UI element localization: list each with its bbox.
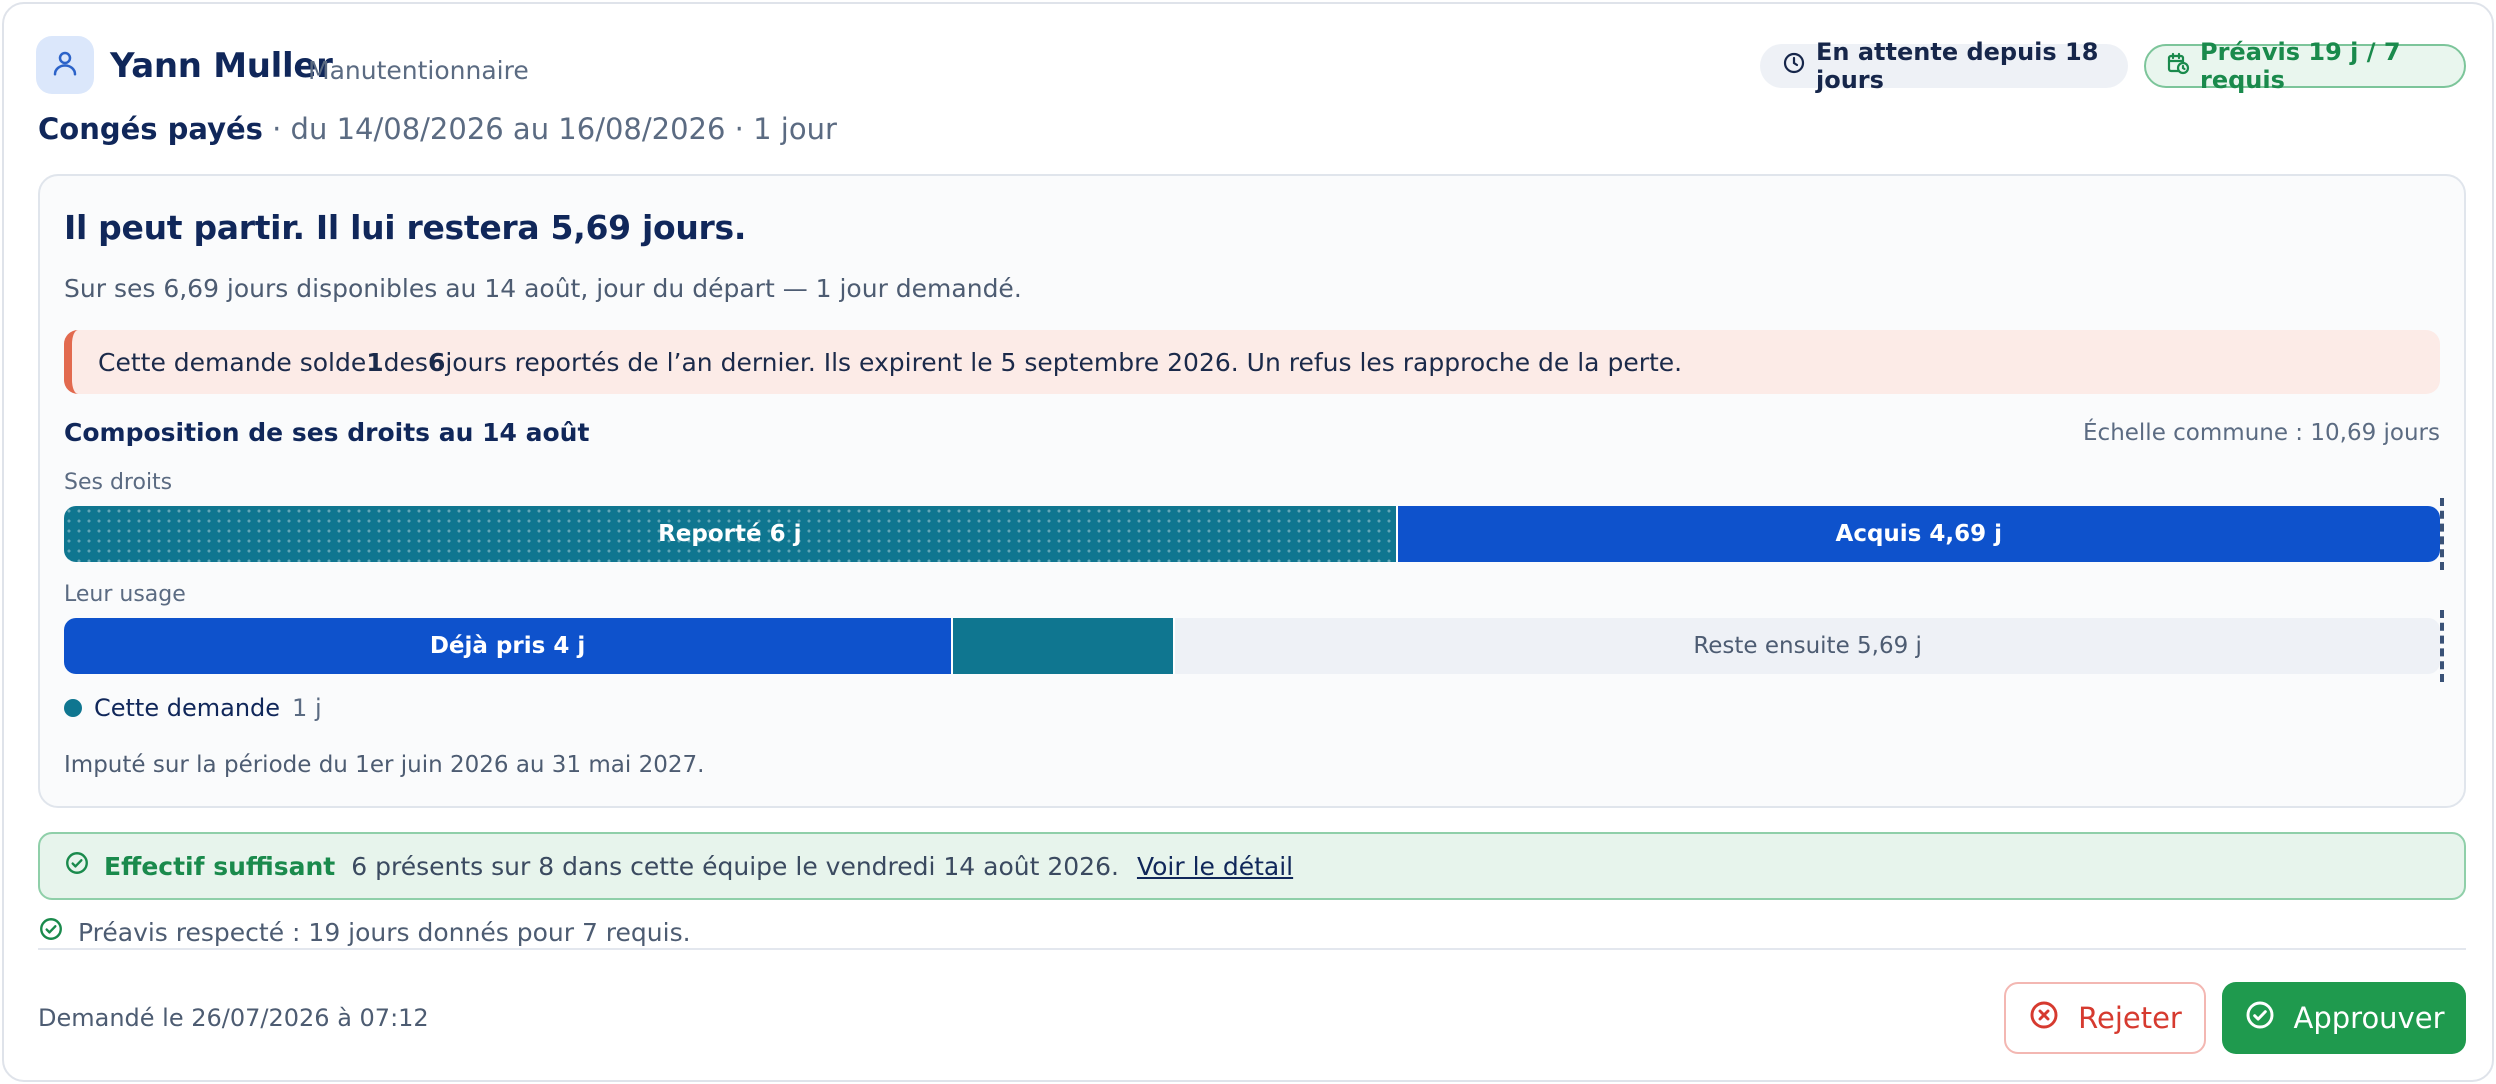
bar-segment-acquis: Acquis 4,69 j (1397, 506, 2440, 562)
scale-end-marker (2440, 498, 2444, 570)
leave-type: Congés payés (38, 112, 263, 146)
user-icon (50, 48, 80, 82)
waiting-badge: En attente depuis 18 jours (1760, 38, 2128, 94)
requested-date: Demandé le 26/07/2026 à 07:12 (38, 1004, 429, 1032)
bar-segment-report: Reporté 6 j (64, 506, 1398, 562)
notice-status: Préavis respecté : 19 jours donnés pour … (38, 916, 691, 948)
waiting-badge-label: En attente depuis 18 jours (1816, 38, 2099, 94)
bar-segment-pris: Déjà pris 4 j (64, 618, 954, 674)
staffing-status: Effectif suffisant (104, 851, 336, 881)
staffing-text: 6 présents sur 8 dans cette équipe le ve… (351, 851, 1119, 881)
alert-count-total: 6 (427, 347, 446, 377)
divider (38, 948, 2466, 950)
notice-text: Préavis respecté : 19 jours donnés pour … (78, 917, 691, 947)
staffing-banner: Effectif suffisant 6 présents sur 8 dans… (38, 832, 2466, 900)
employee-name: Yann Muller (110, 46, 333, 86)
employee-role: Manutentionnaire (308, 56, 529, 85)
x-circle-icon (2028, 999, 2060, 1038)
clock-icon (1782, 51, 1806, 81)
balance-panel: Il peut partir. Il lui restera 5,69 jour… (38, 174, 2466, 808)
usage-row-label: Leur usage (64, 582, 186, 607)
rights-bar: Reporté 6 j Acquis 4,69 j (64, 506, 2440, 562)
carryover-alert: Cette demande solde 1 des 6 jours report… (64, 330, 2440, 394)
alert-text: Cette demande solde (98, 347, 367, 377)
legend-swatch (64, 699, 82, 717)
rights-row-label: Ses droits (64, 470, 173, 495)
preavis-badge: Préavis 19 j / 7 requis (2144, 38, 2466, 94)
check-circle-icon (38, 916, 64, 948)
scale-label: Échelle commune : 10,69 jours (2083, 420, 2440, 446)
approve-button-label: Approuver (2293, 1001, 2445, 1035)
staffing-detail-link[interactable]: Voir le détail (1136, 851, 1294, 881)
check-circle-icon (64, 850, 90, 882)
bar-segment-demande (953, 618, 1176, 674)
balance-headline: Il peut partir. Il lui restera 5,69 jour… (64, 208, 747, 247)
leave-summary: Congés payés · du 14/08/2026 au 16/08/20… (38, 112, 837, 146)
balance-subline: Sur ses 6,69 jours disponibles au 14 aoû… (64, 274, 1022, 303)
bar-segment-reste: Reste ensuite 5,69 j (1175, 618, 2440, 674)
calendar-clock-icon (2166, 51, 2190, 81)
leave-dates: · du 14/08/2026 au 16/08/2026 · 1 jour (262, 112, 837, 146)
imputation-period: Imputé sur la période du 1er juin 2026 a… (64, 752, 705, 778)
legend: Cette demande 1 j (64, 694, 322, 722)
scale-end-marker (2440, 610, 2444, 682)
legend-label: Cette demande (94, 694, 281, 722)
avatar (36, 36, 94, 94)
alert-count-used: 1 (366, 347, 384, 377)
preavis-badge-label: Préavis 19 j / 7 requis (2200, 38, 2401, 94)
usage-bar: Déjà pris 4 j Reste ensuite 5,69 j (64, 618, 2440, 674)
check-circle-icon (2244, 999, 2276, 1038)
approve-button[interactable]: Approuver (2222, 982, 2466, 1054)
alert-text: des (383, 347, 428, 377)
alert-text: jours reportés de l’an dernier. Ils expi… (445, 347, 1683, 377)
reject-button[interactable]: Rejeter (2004, 982, 2206, 1054)
legend-amount: 1 j (292, 694, 322, 722)
composition-title: Composition de ses droits au 14 août (64, 418, 590, 447)
reject-button-label: Rejeter (2078, 1001, 2182, 1035)
